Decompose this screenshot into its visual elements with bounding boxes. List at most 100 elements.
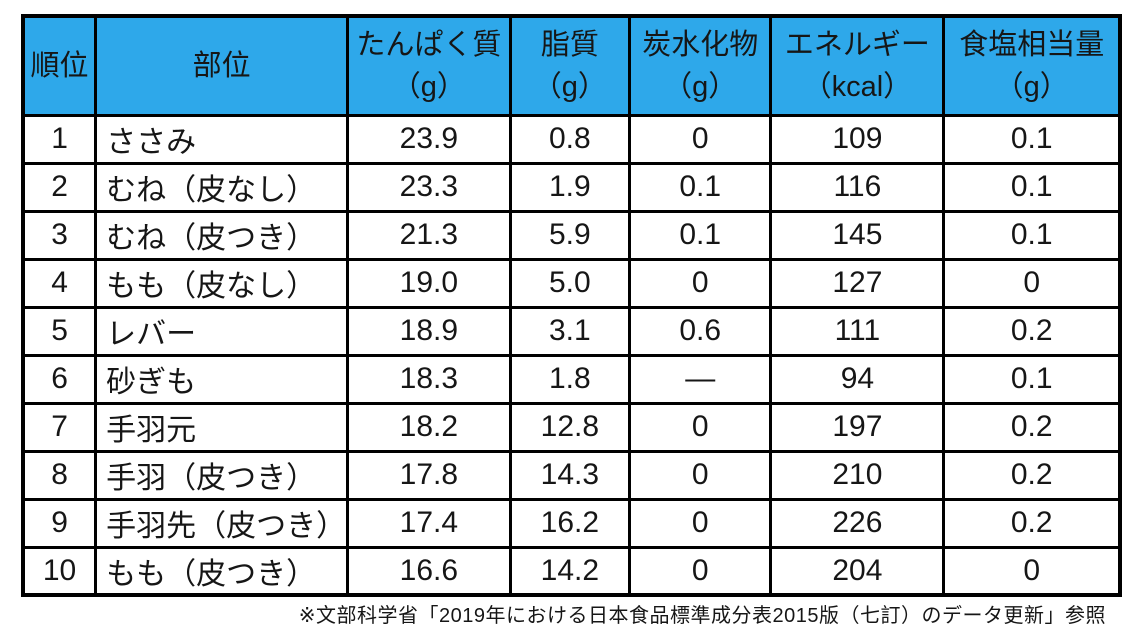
fat-cell: 5.0 bbox=[508, 257, 632, 309]
fat-cell: 5.9 bbox=[508, 209, 632, 261]
rank-cell: 3 bbox=[21, 209, 98, 261]
energy-cell: 127 bbox=[769, 257, 946, 309]
rank-cell: 2 bbox=[21, 161, 98, 213]
protein-cell: 16.6 bbox=[346, 545, 512, 597]
rank-cell: 9 bbox=[21, 497, 98, 549]
carb-cell: 0 bbox=[628, 497, 773, 549]
rank-cell: 6 bbox=[21, 353, 98, 405]
header-unit: （g） bbox=[391, 70, 466, 103]
part-cell: むね（皮つき） bbox=[94, 209, 350, 261]
carb-cell: 0 bbox=[628, 113, 773, 165]
part-cell: 手羽（皮つき） bbox=[94, 449, 350, 501]
header-cell-salt: 食塩相当量 （g） bbox=[942, 14, 1122, 117]
protein-cell: 17.8 bbox=[346, 449, 512, 501]
table-row: 9 手羽先（皮つき） 17.4 16.2 0 226 0.2 bbox=[21, 497, 1122, 549]
salt-cell: 0.2 bbox=[942, 305, 1122, 357]
rank-cell: 5 bbox=[21, 305, 98, 357]
salt-cell: 0 bbox=[942, 257, 1122, 309]
header-cell-rank: 順位 bbox=[21, 14, 98, 117]
table-row: 3 むね（皮つき） 21.3 5.9 0.1 145 0.1 bbox=[21, 209, 1122, 261]
header-label: エネルギー bbox=[784, 28, 930, 61]
rank-cell: 4 bbox=[21, 257, 98, 309]
energy-cell: 204 bbox=[769, 545, 946, 597]
fat-cell: 3.1 bbox=[508, 305, 632, 357]
fat-cell: 14.3 bbox=[508, 449, 632, 501]
protein-cell: 18.3 bbox=[346, 353, 512, 405]
protein-cell: 17.4 bbox=[346, 497, 512, 549]
salt-cell: 0.2 bbox=[942, 401, 1122, 453]
header-cell-part: 部位 bbox=[94, 14, 350, 117]
part-cell: 砂ぎも bbox=[94, 353, 350, 405]
header-label: 脂質 bbox=[540, 28, 599, 61]
table-row: 10 もも（皮つき） 16.6 14.2 0 204 0 bbox=[21, 545, 1122, 597]
carb-cell: 0 bbox=[628, 449, 773, 501]
rank-cell: 10 bbox=[21, 545, 98, 597]
carb-cell: 0 bbox=[628, 257, 773, 309]
part-cell: もも（皮つき） bbox=[94, 545, 350, 597]
carb-cell: 0 bbox=[628, 401, 773, 453]
header-label: 炭水化物 bbox=[642, 28, 759, 61]
table-row: 2 むね（皮なし） 23.3 1.9 0.1 116 0.1 bbox=[21, 161, 1122, 213]
fat-cell: 0.8 bbox=[508, 113, 632, 165]
source-footnote: ※文部科学省「2019年における日本食品標準成分表2015版（七訂）のデータ更新… bbox=[298, 605, 1106, 627]
protein-cell: 19.0 bbox=[346, 257, 512, 309]
energy-cell: 210 bbox=[769, 449, 946, 501]
salt-cell: 0 bbox=[942, 545, 1122, 597]
carb-cell: 0.1 bbox=[628, 161, 773, 213]
energy-cell: 226 bbox=[769, 497, 946, 549]
table-row: 8 手羽（皮つき） 17.8 14.3 0 210 0.2 bbox=[21, 449, 1122, 501]
protein-cell: 21.3 bbox=[346, 209, 512, 261]
header-cell-energy: エネルギー （kcal） bbox=[769, 14, 946, 117]
header-label: 順位 bbox=[30, 49, 89, 82]
energy-cell: 109 bbox=[769, 113, 946, 165]
salt-cell: 0.1 bbox=[942, 353, 1122, 405]
fat-cell: 1.9 bbox=[508, 161, 632, 213]
rank-cell: 8 bbox=[21, 449, 98, 501]
table-body: 1 ささみ 23.9 0.8 0 109 0.1 2 むね（皮なし） 23.3 1.9 0.1 116 0… bbox=[21, 113, 1122, 597]
part-cell: 手羽元 bbox=[94, 401, 350, 453]
protein-cell: 23.3 bbox=[346, 161, 512, 213]
salt-cell: 0.1 bbox=[942, 161, 1122, 213]
header-label: 食塩相当量 bbox=[959, 28, 1105, 61]
part-cell: もも（皮なし） bbox=[94, 257, 350, 309]
energy-cell: 145 bbox=[769, 209, 946, 261]
table-row: 5 レバー 18.9 3.1 0.6 111 0.2 bbox=[21, 305, 1122, 357]
header-cell-protein: たんぱく質 （g） bbox=[346, 14, 512, 117]
protein-cell: 18.9 bbox=[346, 305, 512, 357]
rank-cell: 7 bbox=[21, 401, 98, 453]
energy-cell: 116 bbox=[769, 161, 946, 213]
fat-cell: 16.2 bbox=[508, 497, 632, 549]
energy-cell: 94 bbox=[769, 353, 946, 405]
nutrition-table: 順位 部位 たんぱく質 （g） 脂質 （g） 炭水化物 （g） エネルギー （kcal） bbox=[21, 14, 1122, 597]
header-label: たんぱく質 bbox=[356, 28, 502, 61]
fat-cell: 1.8 bbox=[508, 353, 632, 405]
fat-cell: 12.8 bbox=[508, 401, 632, 453]
salt-cell: 0.2 bbox=[942, 497, 1122, 549]
header-row: 順位 部位 たんぱく質 （g） 脂質 （g） 炭水化物 （g） エネルギー （kcal） bbox=[21, 14, 1122, 117]
carb-cell: — bbox=[628, 353, 773, 405]
protein-cell: 18.2 bbox=[346, 401, 512, 453]
table-row: 7 手羽元 18.2 12.8 0 197 0.2 bbox=[21, 401, 1122, 453]
carb-cell: 0.1 bbox=[628, 209, 773, 261]
header-cell-fat: 脂質 （g） bbox=[508, 14, 632, 117]
salt-cell: 0.2 bbox=[942, 449, 1122, 501]
energy-cell: 197 bbox=[769, 401, 946, 453]
part-cell: ささみ bbox=[94, 113, 350, 165]
rank-cell: 1 bbox=[21, 113, 98, 165]
table-row: 6 砂ぎも 18.3 1.8—94 0.1 bbox=[21, 353, 1122, 405]
header-label: 部位 bbox=[192, 49, 251, 82]
carb-cell: 0.6 bbox=[628, 305, 773, 357]
header-unit: （kcal） bbox=[802, 70, 913, 103]
protein-cell: 23.9 bbox=[346, 113, 512, 165]
table-row: 1 ささみ 23.9 0.8 0 109 0.1 bbox=[21, 113, 1122, 165]
salt-cell: 0.1 bbox=[942, 209, 1122, 261]
header-unit: （g） bbox=[532, 70, 607, 103]
header-unit: （g） bbox=[994, 70, 1069, 103]
header-unit: （g） bbox=[663, 70, 738, 103]
table-row: 4 もも（皮なし） 19.0 5.0 0 127 0 bbox=[21, 257, 1122, 309]
part-cell: 手羽先（皮つき） bbox=[94, 497, 350, 549]
salt-cell: 0.1 bbox=[942, 113, 1122, 165]
energy-cell: 111 bbox=[769, 305, 946, 357]
fat-cell: 14.2 bbox=[508, 545, 632, 597]
